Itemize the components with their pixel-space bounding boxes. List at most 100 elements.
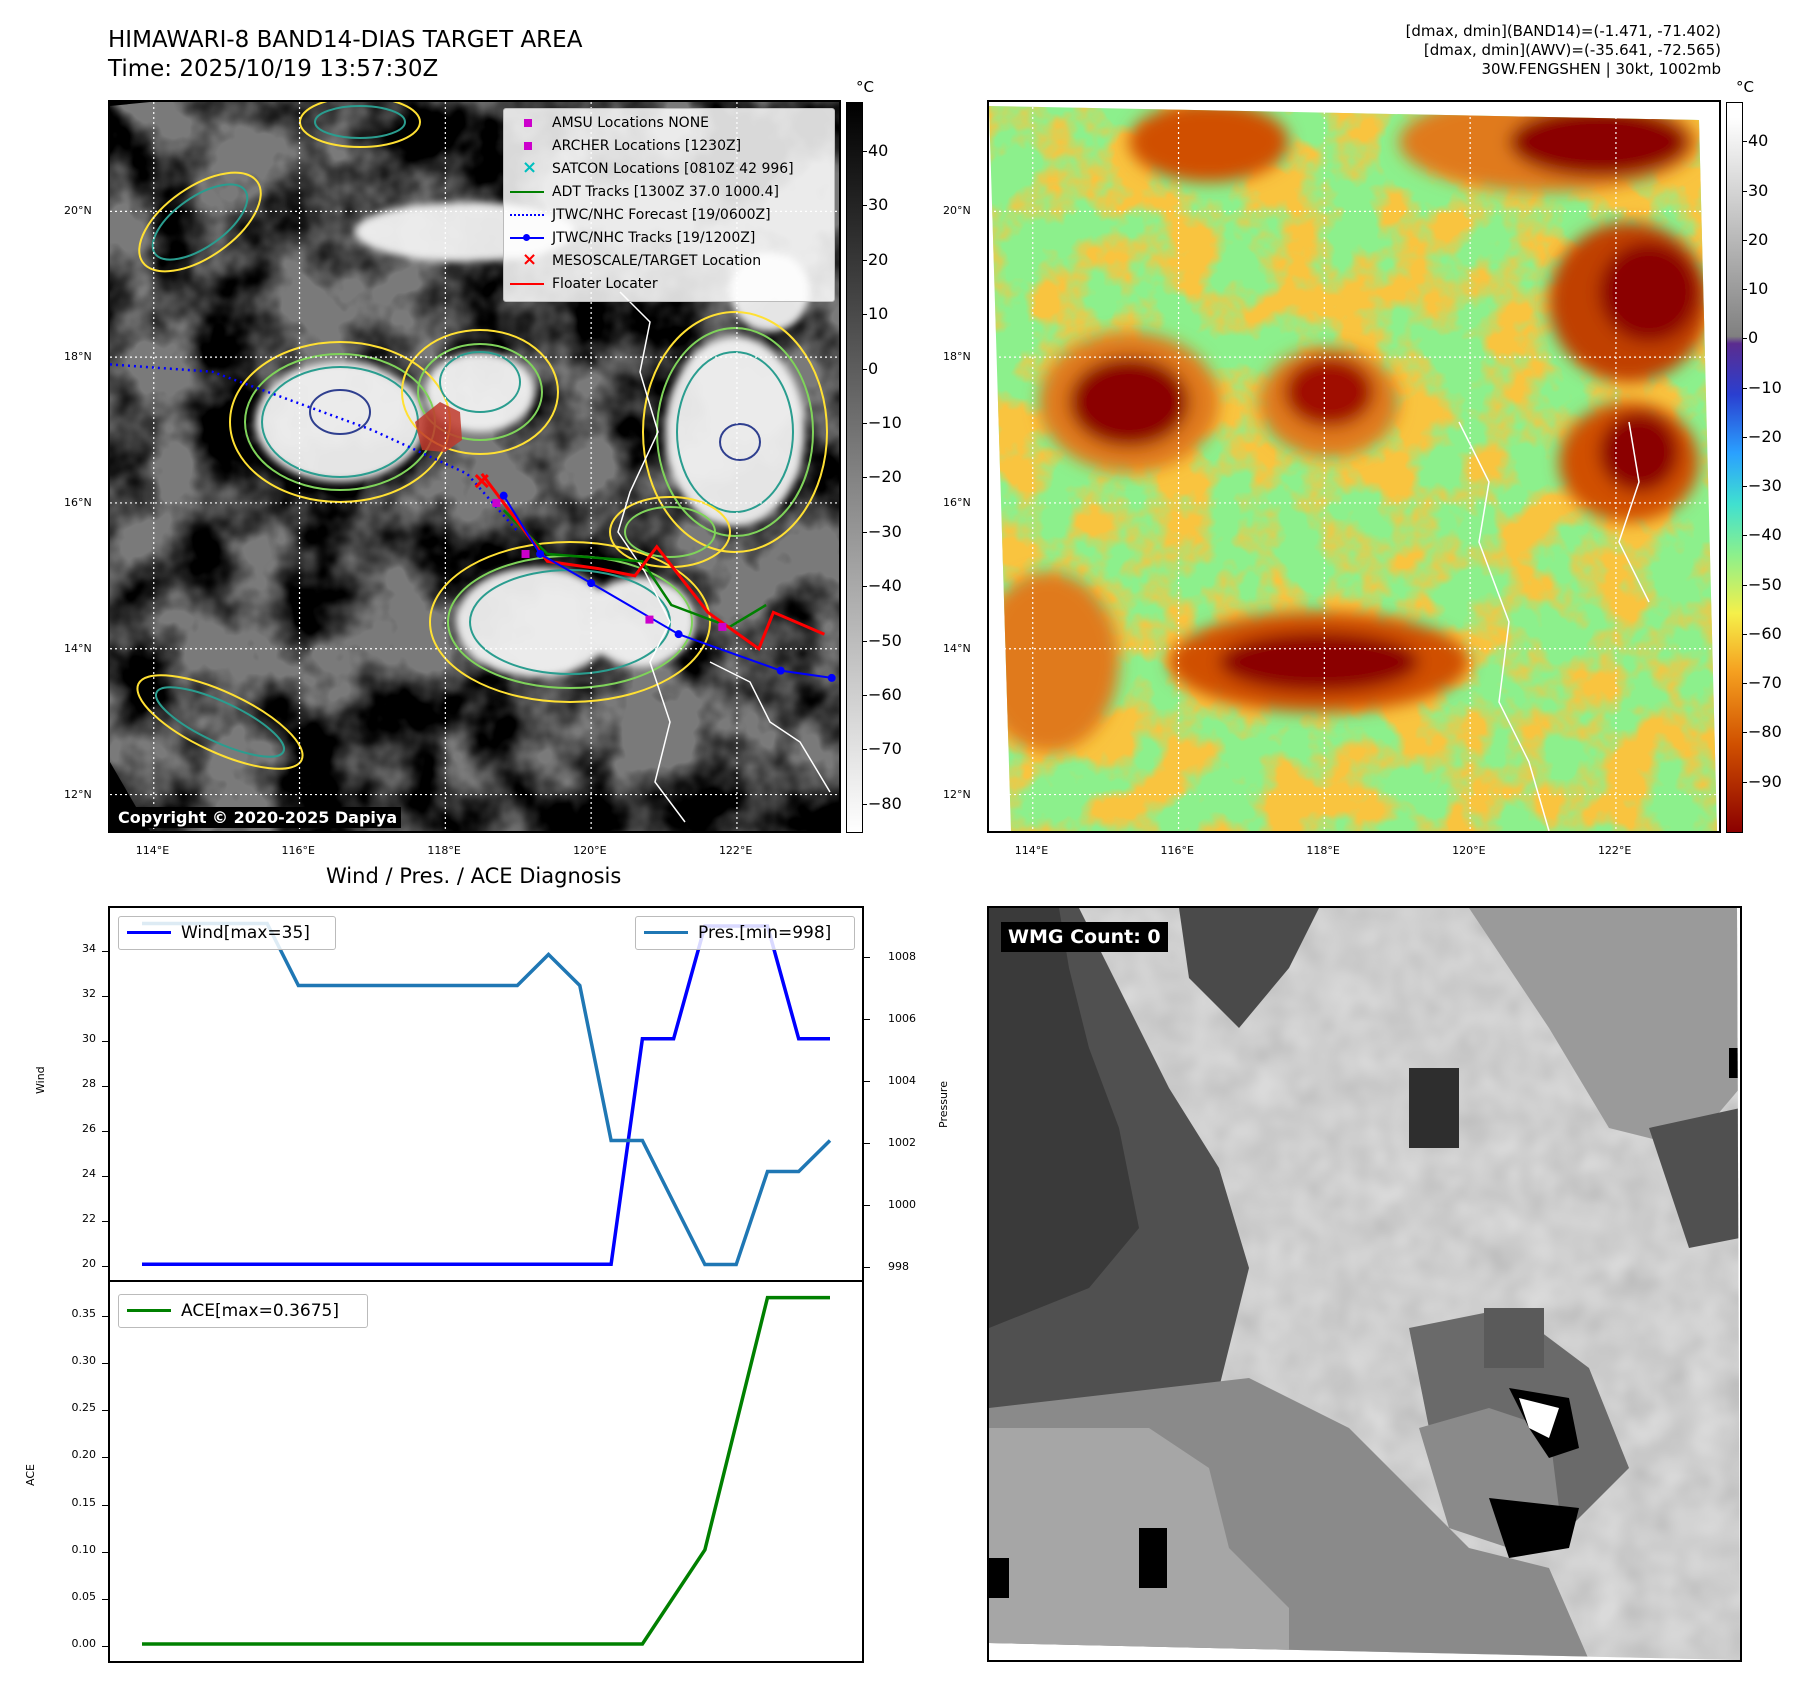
y-tick-mark bbox=[102, 1410, 108, 1412]
wind-legend-label: Wind[max=35] bbox=[181, 923, 310, 943]
wind-pressure-chart: Wind[max=35] Pres.[min=998] bbox=[108, 906, 864, 1282]
wind-legend: Wind[max=35] bbox=[118, 916, 336, 950]
lon-tick-label: 120°E bbox=[573, 844, 607, 857]
colorbar-tick-mark bbox=[1742, 338, 1747, 340]
colorbar-tick-mark bbox=[1742, 436, 1747, 438]
colorbar-tick-mark bbox=[862, 368, 867, 370]
colorbar-tick-label: −60 bbox=[1748, 623, 1782, 643]
colorbar-tick-mark bbox=[862, 694, 867, 696]
colorbar-ir bbox=[846, 102, 863, 833]
y2-tick-mark bbox=[864, 956, 870, 958]
jtwc-forecast-line bbox=[110, 363, 520, 533]
y2-tick-label: 1004 bbox=[888, 1073, 916, 1087]
colorbar-tick-mark bbox=[1742, 289, 1747, 291]
timestamp: Time: 2025/10/19 13:57:30Z bbox=[108, 56, 439, 82]
colorbar-tick-mark bbox=[862, 205, 867, 207]
y-tick-label: 30 bbox=[82, 1031, 96, 1045]
colorbar-tick-label: −20 bbox=[1748, 426, 1782, 446]
colorbar-tick-mark bbox=[1742, 633, 1747, 635]
lat-tick-label: 14°N bbox=[943, 641, 971, 655]
lon-tick-label: 122°E bbox=[1597, 844, 1632, 857]
lon-tick-label: 118°E bbox=[427, 844, 461, 857]
colorbar-tick-label: 30 bbox=[868, 195, 889, 215]
archer-point bbox=[521, 549, 530, 558]
lat-tick-label: 16°N bbox=[943, 495, 971, 509]
legend-label: ADT Tracks [1300Z 37.0 1000.4] bbox=[552, 184, 779, 200]
colorbar-tick-label: −20 bbox=[868, 467, 902, 487]
colorbar-tick-label: 10 bbox=[868, 304, 889, 324]
colorbar-tick-label: 40 bbox=[1748, 131, 1769, 151]
legend-label: JTWC/NHC Tracks [19/1200Z] bbox=[552, 230, 756, 246]
stats-info: [dmax, dmin](BAND14)=(-1.471, -71.402) [… bbox=[1406, 22, 1721, 79]
y-tick-label: 0.00 bbox=[71, 1637, 97, 1651]
jtwc-track-point bbox=[587, 579, 596, 588]
colorbar-tick-label: −70 bbox=[1748, 673, 1782, 693]
legend-marker bbox=[510, 187, 544, 197]
y-tick-mark bbox=[102, 1130, 108, 1132]
legend-label: ARCHER Locations [1230Z] bbox=[552, 138, 742, 154]
pressure-legend-label: Pres.[min=998] bbox=[698, 923, 832, 943]
y2-tick-label: 1002 bbox=[888, 1135, 916, 1149]
lat-tick-label: 12°N bbox=[64, 787, 92, 801]
band14-stats: [dmax, dmin](BAND14)=(-1.471, -71.402) bbox=[1405, 22, 1721, 40]
y-tick-label: 20 bbox=[82, 1257, 96, 1271]
colorbar-tick-mark bbox=[1742, 535, 1747, 537]
lon-tick-label: 116°E bbox=[281, 844, 315, 857]
ace-chart: ACE[max=0.3675] bbox=[108, 1280, 864, 1663]
y2-tick-mark bbox=[864, 1080, 870, 1082]
legend-marker bbox=[510, 118, 544, 128]
y-tick-mark bbox=[102, 950, 108, 952]
ace-legend-label: ACE[max=0.3675] bbox=[181, 1301, 339, 1321]
y-tick-mark bbox=[102, 1266, 108, 1268]
y-tick-mark bbox=[102, 1551, 108, 1553]
y2-tick-label: 1008 bbox=[888, 949, 916, 963]
lat-tick-label: 12°N bbox=[943, 787, 971, 801]
y2-tick-mark bbox=[864, 1018, 870, 1020]
y-tick-mark bbox=[102, 1504, 108, 1506]
y-tick-mark bbox=[102, 1040, 108, 1042]
y2-tick-mark bbox=[864, 1204, 870, 1206]
colorbar-tick-mark bbox=[1742, 683, 1747, 685]
y-tick-mark bbox=[102, 1221, 108, 1223]
awv-map-svg bbox=[989, 102, 1719, 831]
wmg-svg bbox=[989, 908, 1740, 1660]
colorbar-tick-mark bbox=[862, 749, 867, 751]
colorbar-tick-label: −60 bbox=[868, 684, 902, 704]
page-title: HIMAWARI-8 BAND14-DIAS TARGET AREA bbox=[108, 27, 583, 53]
colorbar-tick-mark bbox=[1742, 190, 1747, 192]
awv-stats: [dmax, dmin](AWV)=(-35.641, -72.565) bbox=[1423, 41, 1721, 59]
legend-item: AMSU Locations NONE bbox=[510, 115, 709, 131]
legend-marker bbox=[510, 141, 544, 151]
legend-label: MESOSCALE/TARGET Location bbox=[552, 253, 762, 269]
legend-item: ADT Tracks [1300Z 37.0 1000.4] bbox=[510, 184, 779, 200]
legend-label: JTWC/NHC Forecast [19/0600Z] bbox=[552, 207, 771, 223]
lon-tick-label: 122°E bbox=[718, 844, 753, 857]
series-line bbox=[142, 1295, 830, 1646]
y2-tick-mark bbox=[864, 1142, 870, 1144]
y2-tick-mark bbox=[864, 1266, 870, 1268]
lat-tick-label: 18°N bbox=[943, 350, 971, 364]
legend-label: AMSU Locations NONE bbox=[552, 115, 710, 131]
colorbar-tick-mark bbox=[1742, 781, 1747, 783]
copyright-label: Copyright © 2020-2025 Dapiya bbox=[114, 807, 402, 828]
colorbar-tick-label: −80 bbox=[868, 793, 902, 813]
y-tick-label: 0.15 bbox=[71, 1495, 97, 1509]
colorbar-tick-label: 0 bbox=[868, 358, 879, 378]
ace-axis-label: ACE bbox=[24, 1464, 37, 1486]
ace-svg bbox=[142, 1295, 830, 1646]
legend-item: × MESOSCALE/TARGET Location bbox=[510, 249, 762, 270]
colorbar-tick-label: −50 bbox=[1748, 574, 1782, 594]
y-tick-label: 28 bbox=[82, 1076, 96, 1090]
y-tick-mark bbox=[102, 1085, 108, 1087]
y-tick-label: 32 bbox=[82, 986, 96, 1000]
jtwc-track-point bbox=[499, 491, 508, 500]
lat-tick-label: 16°N bbox=[64, 495, 92, 509]
colorbar-tick-label: −80 bbox=[1748, 722, 1782, 742]
colorbar-tick-label: −30 bbox=[868, 521, 902, 541]
y-tick-mark bbox=[102, 995, 108, 997]
lat-tick-label: 20°N bbox=[943, 204, 971, 218]
storm-info: 30W.FENGSHEN | 30kt, 1002mb bbox=[1481, 60, 1721, 78]
legend-marker bbox=[510, 279, 544, 289]
pressure-legend: Pres.[min=998] bbox=[635, 916, 855, 950]
y-tick-mark bbox=[102, 1316, 108, 1318]
